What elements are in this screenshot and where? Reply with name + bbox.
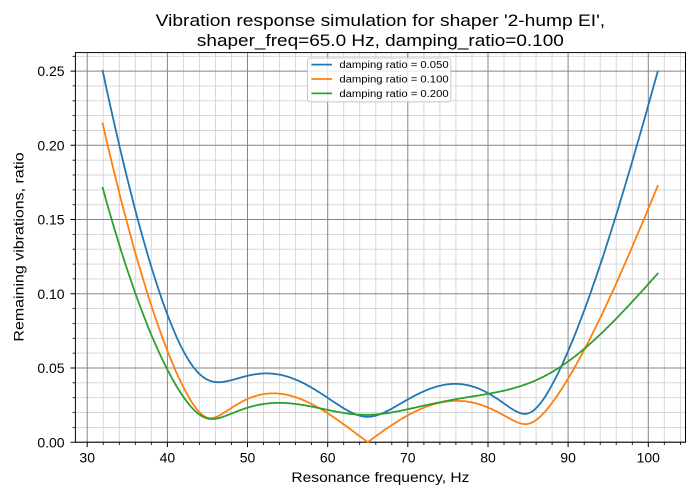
svg-text:40: 40: [160, 449, 176, 465]
svg-text:Remaining vibrations, ratio: Remaining vibrations, ratio: [11, 152, 27, 341]
svg-text:damping ratio = 0.100: damping ratio = 0.100: [339, 75, 449, 86]
svg-text:70: 70: [400, 449, 416, 465]
svg-text:90: 90: [560, 449, 576, 465]
svg-text:0.20: 0.20: [37, 137, 64, 153]
svg-text:80: 80: [480, 449, 496, 465]
svg-text:30: 30: [79, 449, 95, 465]
svg-text:0.00: 0.00: [37, 434, 64, 450]
svg-text:0.05: 0.05: [37, 360, 64, 376]
svg-text:0.10: 0.10: [37, 286, 64, 302]
svg-text:0.25: 0.25: [37, 63, 64, 79]
svg-text:damping ratio = 0.200: damping ratio = 0.200: [339, 89, 449, 100]
svg-text:60: 60: [320, 449, 336, 465]
svg-text:damping ratio = 0.050: damping ratio = 0.050: [339, 60, 449, 71]
svg-text:0.15: 0.15: [37, 212, 64, 228]
svg-text:100: 100: [637, 449, 661, 465]
svg-text:50: 50: [240, 449, 256, 465]
svg-text:Resonance frequency, Hz: Resonance frequency, Hz: [291, 469, 469, 485]
svg-text:Vibration response simulation: Vibration response simulation for shaper…: [156, 11, 605, 30]
svg-text:shaper_freq=65.0 Hz, damping_r: shaper_freq=65.0 Hz, damping_ratio=0.100: [197, 31, 564, 50]
